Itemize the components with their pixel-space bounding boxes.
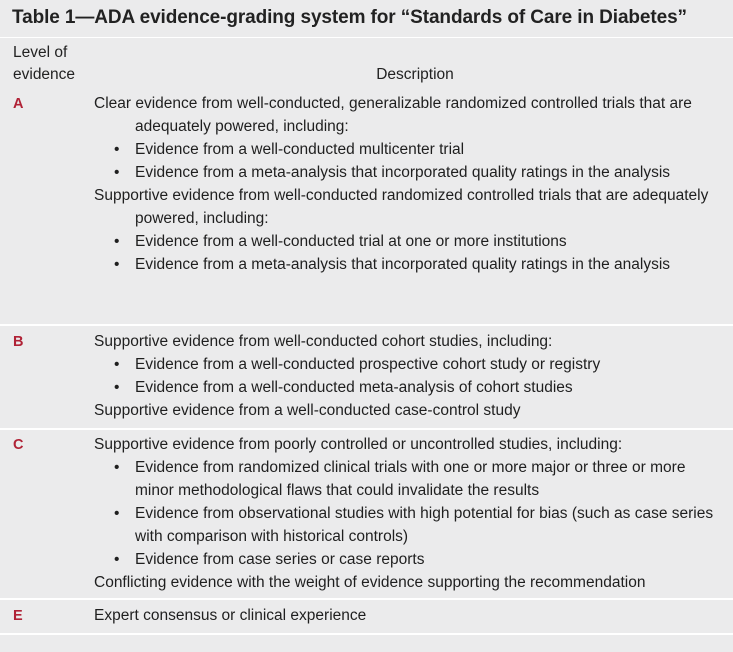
bullet-glyph: • (114, 505, 120, 522)
description-paragraph: Conflicting evidence with the weight of … (94, 574, 646, 591)
bullet-text: Evidence from a well-conducted meta-anal… (135, 379, 573, 396)
bullet-glyph: • (114, 356, 120, 373)
column-header-level-line2: evidence (13, 66, 76, 83)
column-header-level: Level of evidence (13, 42, 93, 86)
description-paragraph: Expert consensus or clinical experience (94, 607, 367, 624)
description-a: Clear evidence from well-conducted, gene… (94, 92, 724, 276)
column-header-description: Description (376, 66, 454, 83)
table-title: Table 1—ADA evidence-grading system for … (12, 7, 687, 28)
title-divider (0, 37, 733, 38)
level-e: E (13, 608, 23, 624)
description-paragraph: Supportive evidence from a well-conducte… (94, 402, 521, 419)
row-divider (0, 598, 733, 600)
bullet-item: • Evidence from a meta-analysis that inco… (94, 161, 724, 184)
description-e: Expert consensus or clinical experience (94, 604, 724, 627)
description-paragraph: Supportive evidence from well-conducted … (94, 187, 709, 227)
bullet-item: • Evidence from a well-conducted meta-ana… (94, 376, 724, 399)
bullet-text: Evidence from observational studies with… (135, 505, 714, 545)
bullet-item: • Evidence from case series or case repor… (94, 548, 724, 571)
bullet-text: Evidence from randomized clinical trials… (135, 459, 686, 499)
bullet-glyph: • (114, 164, 120, 181)
bullet-glyph: • (114, 256, 120, 273)
level-a: A (13, 96, 24, 112)
bullet-text: Evidence from a well-conducted trial at … (135, 233, 567, 250)
bullet-item: • Evidence from randomized clinical trial… (94, 456, 724, 502)
bullet-text: Evidence from a well-conducted multicent… (135, 141, 465, 158)
bullet-text: Evidence from a meta-analysis that incor… (135, 164, 671, 181)
bullet-item: • Evidence from observational studies wit… (94, 502, 724, 548)
bullet-text: Evidence from case series or case report… (135, 551, 425, 568)
bullet-glyph: • (114, 551, 120, 568)
column-header-level-line1: Level of (13, 44, 68, 61)
bullet-item: • Evidence from a meta-analysis that inco… (94, 253, 724, 276)
description-paragraph: Clear evidence from well-conducted, gene… (94, 95, 692, 135)
bullet-glyph: • (114, 459, 120, 476)
bullet-item: • Evidence from a well-conducted trial at… (94, 230, 724, 253)
bullet-glyph: • (114, 233, 120, 250)
row-divider (0, 324, 733, 326)
level-b: B (13, 334, 24, 350)
bullet-text: Evidence from a meta-analysis that incor… (135, 256, 671, 273)
description-c: Supportive evidence from poorly controll… (94, 433, 724, 594)
bullet-glyph: • (114, 379, 120, 396)
bullet-glyph: • (114, 141, 120, 158)
level-c: C (13, 437, 24, 453)
bullet-item: • Evidence from a well-conducted multicen… (94, 138, 724, 161)
bullet-item: • Evidence from a well-conducted prospect… (94, 353, 724, 376)
row-divider (0, 633, 733, 635)
row-divider (0, 428, 733, 430)
description-paragraph: Supportive evidence from poorly controll… (94, 436, 623, 453)
bullet-text: Evidence from a well-conducted prospecti… (135, 356, 601, 373)
description-paragraph: Supportive evidence from well-conducted … (94, 333, 553, 350)
description-b: Supportive evidence from well-conducted … (94, 330, 724, 422)
